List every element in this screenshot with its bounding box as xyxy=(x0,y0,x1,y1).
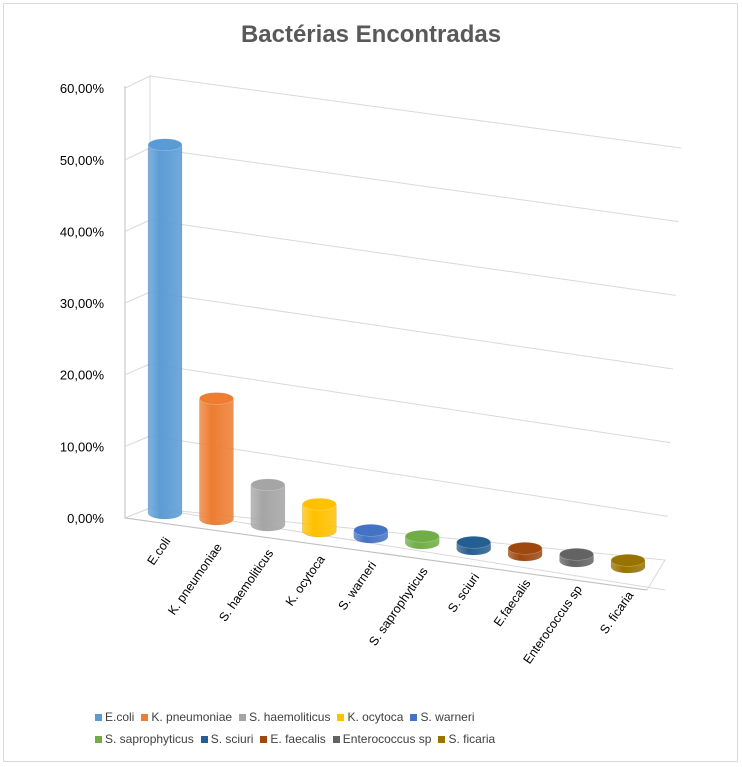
side-gridline xyxy=(124,147,151,161)
side-gridline xyxy=(124,435,151,447)
bar-top xyxy=(610,554,646,567)
bar-s-sciuri xyxy=(456,536,491,556)
x-tick-label: S. haemoliticus xyxy=(216,547,276,624)
legend-label: K. pneumoniae xyxy=(151,710,233,724)
legend-item: E.coli xyxy=(95,710,134,724)
y-tick-label: 60,00% xyxy=(60,81,105,96)
x-tick-label: E.coli xyxy=(144,535,173,568)
legend-label: Enterococcus sp xyxy=(342,732,432,746)
bar-e-coli xyxy=(147,138,183,520)
bar-e-faecalis xyxy=(507,542,543,562)
bar-s-haemoliticus xyxy=(250,478,286,532)
legend-item: S. saprophyticus xyxy=(95,732,194,746)
side-gridline xyxy=(124,291,151,304)
legend-item: K. pneumoniae xyxy=(141,710,232,724)
bar-top xyxy=(507,542,543,555)
legend-label: S. sciuri xyxy=(210,732,254,746)
legend-item: S. sciuri xyxy=(200,732,254,746)
legend-swatch xyxy=(438,735,446,743)
x-tick-label: S. warneri xyxy=(335,559,379,613)
y-tick-label: 50,00% xyxy=(60,153,105,168)
bar-top xyxy=(147,138,183,151)
gridline xyxy=(149,75,682,149)
legend-label: K. ocytoca xyxy=(347,710,404,724)
x-axis-line xyxy=(124,517,648,591)
gridline xyxy=(149,435,668,517)
legend-swatch xyxy=(410,713,418,721)
legend-label: E.coli xyxy=(105,710,135,724)
side-gridline xyxy=(124,75,151,89)
bar-top xyxy=(302,497,337,511)
chart-title: Bactérias Encontradas xyxy=(241,21,501,48)
x-tick-label: E.faecalis xyxy=(491,577,534,629)
gridline xyxy=(149,147,679,223)
legend-label: S. ficaria xyxy=(448,732,496,746)
bar-top xyxy=(250,478,286,492)
side-gridline xyxy=(124,219,151,232)
side-gridline xyxy=(124,363,151,376)
legend-item: S. ficaria xyxy=(438,732,495,746)
y-tick-label: 40,00% xyxy=(60,224,105,239)
gridline xyxy=(149,291,674,370)
legend-label: S. warneri xyxy=(420,710,475,724)
legend-row: S. saprophyticus S. sciuri E. faecalis Ente… xyxy=(95,728,647,750)
chart-legend: E.coli K. pneumoniae S. haemoliticus K. ocy… xyxy=(95,706,647,750)
bar-s-saprophyticus xyxy=(404,530,440,550)
x-tick-label: S. saprophyticus xyxy=(366,565,430,649)
bar-top xyxy=(456,536,491,549)
x-tick-label: K. ocytoca xyxy=(283,553,328,609)
legend-swatch xyxy=(239,713,247,721)
bar-top xyxy=(559,548,594,561)
legend-label: S. saprophyticus xyxy=(105,732,194,746)
legend-item: S. warneri xyxy=(410,710,475,724)
legend-item: K. ocytoca xyxy=(337,710,403,724)
legend-item: Enterococcus sp xyxy=(332,732,432,746)
x-tick-label: K. pneumoniae xyxy=(165,541,225,618)
gridline xyxy=(149,219,676,296)
legend-swatch xyxy=(95,735,102,743)
bar-body xyxy=(302,503,337,538)
gridline xyxy=(149,363,671,444)
legend-swatch xyxy=(260,735,268,743)
y-tick-label: 0,00% xyxy=(67,511,104,526)
legend-swatch xyxy=(200,735,208,743)
gridline xyxy=(149,507,666,591)
bar-top xyxy=(404,530,440,543)
bar-enterococcus-sp xyxy=(559,548,594,568)
legend-swatch xyxy=(95,713,102,721)
x-tick-label: S. ficaria xyxy=(597,589,636,637)
bar-body xyxy=(250,484,286,532)
x-tick-label: Enterococcus sp xyxy=(521,583,585,667)
legend-label: E. faecalis xyxy=(270,732,326,746)
y-tick-label: 20,00% xyxy=(60,368,105,383)
x-tick-label: S. sciuri xyxy=(445,571,482,615)
legend-item: S. haemoliticus xyxy=(239,710,330,724)
bar-body xyxy=(147,144,183,520)
y-tick-label: 10,00% xyxy=(60,439,105,454)
bar-top xyxy=(199,392,234,405)
y-tick-label: 30,00% xyxy=(60,296,105,311)
bar-s-warneri xyxy=(353,524,389,544)
bar-k-pneumoniae xyxy=(199,392,234,526)
bar-top xyxy=(353,524,389,537)
bar-s-ficaria xyxy=(610,554,646,574)
legend-item: E. faecalis xyxy=(260,732,326,746)
bar-body xyxy=(199,398,234,526)
legend-swatch xyxy=(337,713,345,721)
legend-swatch xyxy=(141,713,149,721)
legend-row: E.coli K. pneumoniae S. haemoliticus K. ocy… xyxy=(95,706,647,728)
legend-label: S. haemoliticus xyxy=(249,710,331,724)
legend-swatch xyxy=(332,735,340,743)
bar-k-ocytoca xyxy=(302,497,337,538)
